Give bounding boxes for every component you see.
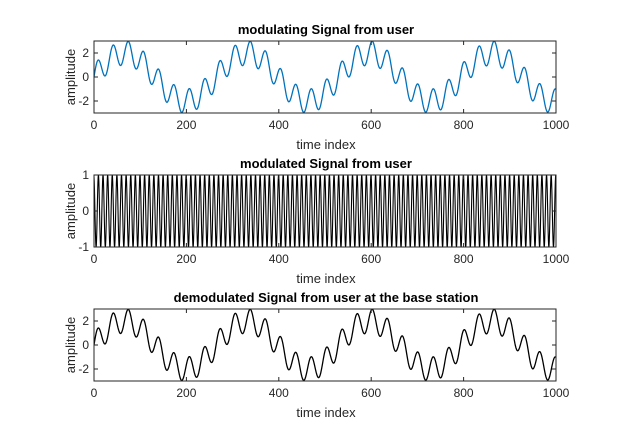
x-tick-label: 600 [361,118,381,132]
y-tick-label: -2 [78,362,89,376]
x-tick-label: 0 [91,386,98,400]
x-tick-label: 0 [91,118,98,132]
chart-title: modulating Signal from user [238,22,414,37]
x-tick-label: 1000 [543,252,570,266]
y-tick-label: -1 [78,240,89,254]
x-tick-label: 800 [454,118,474,132]
plot-area: 0 200 400 600 800 1000-101 [78,168,569,266]
x-tick-label: 800 [454,252,474,266]
x-tick-label: 1000 [543,118,570,132]
y-axis-label: amplitude [63,317,78,373]
y-tick-label: 0 [82,70,89,84]
x-axis-label: time index [296,405,356,420]
series-line [94,175,556,247]
series-line [94,309,556,381]
series-line [94,41,556,113]
x-tick-label: 400 [269,118,289,132]
x-tick-label: 200 [176,252,196,266]
y-tick-label: 0 [82,204,89,218]
y-tick-label: 2 [82,314,89,328]
x-tick-label: 400 [269,252,289,266]
chart-title: modulated Signal from user [240,156,412,171]
subplot-modulated: modulated Signal from user 0 200 400 600 800… [63,156,570,286]
x-tick-label: 1000 [543,386,570,400]
y-axis-label: amplitude [63,183,78,239]
x-axis-label: time index [296,137,356,152]
y-tick-label: 1 [82,168,89,182]
subplot-modulating: modulating Signal from user 0 200 400 600 80… [63,22,570,152]
x-tick-label: 200 [176,386,196,400]
subplot-demodulated: demodulated Signal from user at the base… [63,290,570,420]
x-tick-label: 600 [361,386,381,400]
x-tick-label: 400 [269,386,289,400]
x-tick-label: 0 [91,252,98,266]
y-tick-label: -2 [78,94,89,108]
x-tick-label: 600 [361,252,381,266]
chart-title: demodulated Signal from user at the base… [174,290,479,305]
x-tick-label: 200 [176,118,196,132]
y-axis-label: amplitude [63,49,78,105]
y-tick-label: 2 [82,46,89,60]
x-tick-label: 800 [454,386,474,400]
plot-area: 0 200 400 600 800 1000-202 [78,308,570,400]
plot-area: 0 200 400 600 800 1000-202 [78,40,570,132]
x-axis-label: time index [296,271,356,286]
y-tick-label: 0 [82,338,89,352]
